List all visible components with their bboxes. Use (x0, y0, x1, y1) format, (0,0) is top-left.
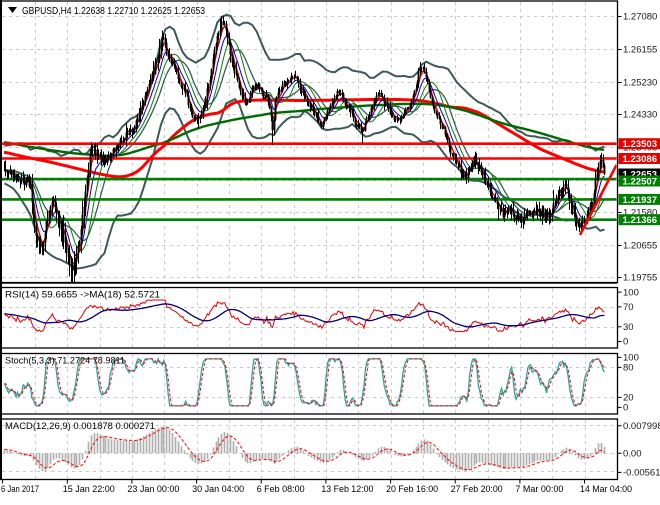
svg-text:7 Mar 00:00: 7 Mar 00:00 (515, 484, 563, 495)
svg-text:1.21366: 1.21366 (623, 215, 658, 226)
svg-text:MACD(12,26,9) 0.001878 0.00027: MACD(12,26,9) 0.001878 0.000271 (5, 421, 155, 432)
svg-text:15 Jan 22:00: 15 Jan 22:00 (63, 484, 115, 495)
svg-text:1.27080: 1.27080 (623, 12, 657, 23)
svg-text:100: 100 (623, 287, 639, 298)
svg-text:1.21937: 1.21937 (623, 195, 658, 206)
svg-text:80: 80 (623, 363, 634, 374)
svg-text:1.24330: 1.24330 (623, 110, 657, 121)
svg-text:-0.005614: -0.005614 (623, 468, 660, 479)
svg-text:0.00: 0.00 (623, 448, 642, 459)
svg-text:1.25230: 1.25230 (623, 78, 657, 89)
svg-text:0.007998: 0.007998 (623, 421, 660, 432)
svg-text:1.23503: 1.23503 (623, 139, 658, 150)
svg-text:0: 0 (623, 337, 628, 348)
svg-text:30: 30 (623, 322, 634, 333)
svg-text:1.20655: 1.20655 (623, 241, 657, 252)
svg-text:6 Feb 08:00: 6 Feb 08:00 (257, 484, 305, 495)
svg-text:13 Feb 12:00: 13 Feb 12:00 (321, 484, 373, 495)
svg-text:Stoch(5,3,3) 71.2724 78.9811: Stoch(5,3,3) 71.2724 78.9811 (5, 356, 125, 367)
svg-text:70: 70 (623, 302, 634, 313)
svg-text:23 Jan 00:00: 23 Jan 00:00 (127, 484, 179, 495)
svg-text:1.19755: 1.19755 (623, 273, 657, 284)
svg-text:GBPUSD,H4 1.22638 1.22710 1.2: GBPUSD,H4 1.22638 1.22710 1.22625 1.2265… (22, 6, 205, 17)
svg-text:6 Jan 2017: 6 Jan 2017 (1, 484, 39, 495)
svg-text:RSI(14) 59.6655 ->MA(18) 52.5: RSI(14) 59.6655 ->MA(18) 52.5721 (5, 290, 160, 301)
svg-text:1.26155: 1.26155 (623, 45, 657, 56)
svg-text:20 Feb 16:00: 20 Feb 16:00 (386, 484, 438, 495)
svg-text:30 Jan 04:00: 30 Jan 04:00 (192, 484, 244, 495)
svg-text:0: 0 (623, 403, 628, 414)
svg-text:1.23086: 1.23086 (623, 154, 658, 165)
svg-text:27 Feb 20:00: 27 Feb 20:00 (451, 484, 503, 495)
svg-text:1.22507: 1.22507 (623, 177, 658, 188)
svg-text:14 Mar 04:00: 14 Mar 04:00 (580, 484, 632, 495)
